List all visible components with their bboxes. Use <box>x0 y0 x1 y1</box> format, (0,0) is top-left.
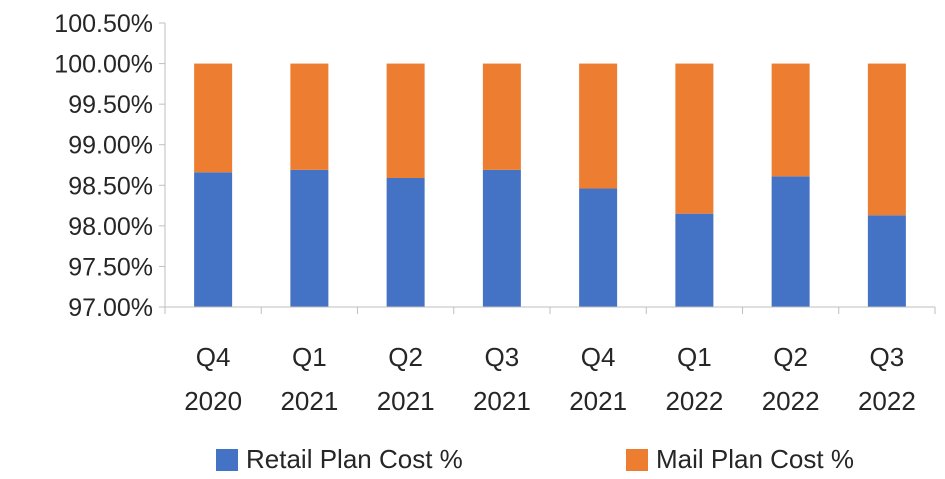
x-tick-label: Q1 <box>292 342 327 372</box>
legend-swatch-retail <box>216 448 238 471</box>
bar-mail-q3-2022 <box>867 63 906 216</box>
bar-mail-q1-2021 <box>290 63 329 170</box>
x-tick-label: 2020 <box>184 386 242 416</box>
y-tick-label: 99.50% <box>68 91 153 119</box>
bar-retail-q2-2022 <box>771 176 810 307</box>
bar-mail-q2-2021 <box>386 63 425 178</box>
bars <box>194 63 906 307</box>
bar-retail-q1-2022 <box>675 213 714 307</box>
bar-mail-q4-2020 <box>194 63 233 173</box>
bar-retail-q3-2021 <box>482 169 521 307</box>
bar-mail-q2-2022 <box>771 63 810 177</box>
stacked-bar-chart: 97.00% 97.50% 98.00% 98.50% 99.00% 99.50% 100.… <box>54 10 936 416</box>
x-tick-label: Q4 <box>581 342 616 372</box>
y-axis: 97.00% 97.50% 98.00% 98.50% 99.00% 99.50% 100.… <box>54 10 166 322</box>
x-tick-label: Q3 <box>485 342 520 372</box>
bar-mail-q1-2022 <box>675 63 714 214</box>
y-tick-label: 98.00% <box>68 213 153 241</box>
legend-label-retail: Retail Plan Cost % <box>246 444 463 474</box>
legend-label-mail: Mail Plan Cost % <box>656 444 854 474</box>
legend-item-mail: Mail Plan Cost % <box>626 444 854 475</box>
y-tick-label: 97.00% <box>68 294 153 322</box>
bar-mail-q3-2021 <box>482 63 521 170</box>
legend-swatch-mail <box>626 448 648 471</box>
x-tick-label: 2021 <box>377 386 435 416</box>
bar-retail-q2-2021 <box>386 177 425 307</box>
x-tick-label: Q1 <box>677 342 712 372</box>
x-axis: Q4 2020 Q1 2021 Q2 2021 Q3 2021 Q4 2021 Q1 2022 Q2 20… <box>164 306 936 416</box>
y-tick-label: 100.00% <box>54 51 153 79</box>
bar-retail-q4-2020 <box>194 172 233 307</box>
x-tick-label: Q2 <box>773 342 808 372</box>
bar-retail-q4-2021 <box>579 188 618 307</box>
y-tick-label: 98.50% <box>68 172 153 200</box>
x-tick-label: 2022 <box>665 386 723 416</box>
bar-retail-q3-2022 <box>867 215 906 307</box>
x-tick-label: 2021 <box>473 386 531 416</box>
x-tick-label: 2021 <box>280 386 338 416</box>
y-tick-label: 99.00% <box>68 132 153 160</box>
y-tick-label: 100.50% <box>54 10 153 38</box>
x-tick-label: Q3 <box>870 342 905 372</box>
x-tick-label: 2021 <box>569 386 627 416</box>
x-tick-label: 2022 <box>762 386 820 416</box>
legend-item-retail: Retail Plan Cost % <box>216 444 463 475</box>
bar-mail-q4-2021 <box>579 63 618 189</box>
y-tick-label: 97.50% <box>68 253 153 281</box>
legend: Retail Plan Cost % Mail Plan Cost % <box>0 440 945 479</box>
x-tick-label: 2022 <box>858 386 916 416</box>
bar-retail-q1-2021 <box>290 169 329 307</box>
x-tick-label: Q2 <box>388 342 423 372</box>
x-tick-label: Q4 <box>196 342 231 372</box>
